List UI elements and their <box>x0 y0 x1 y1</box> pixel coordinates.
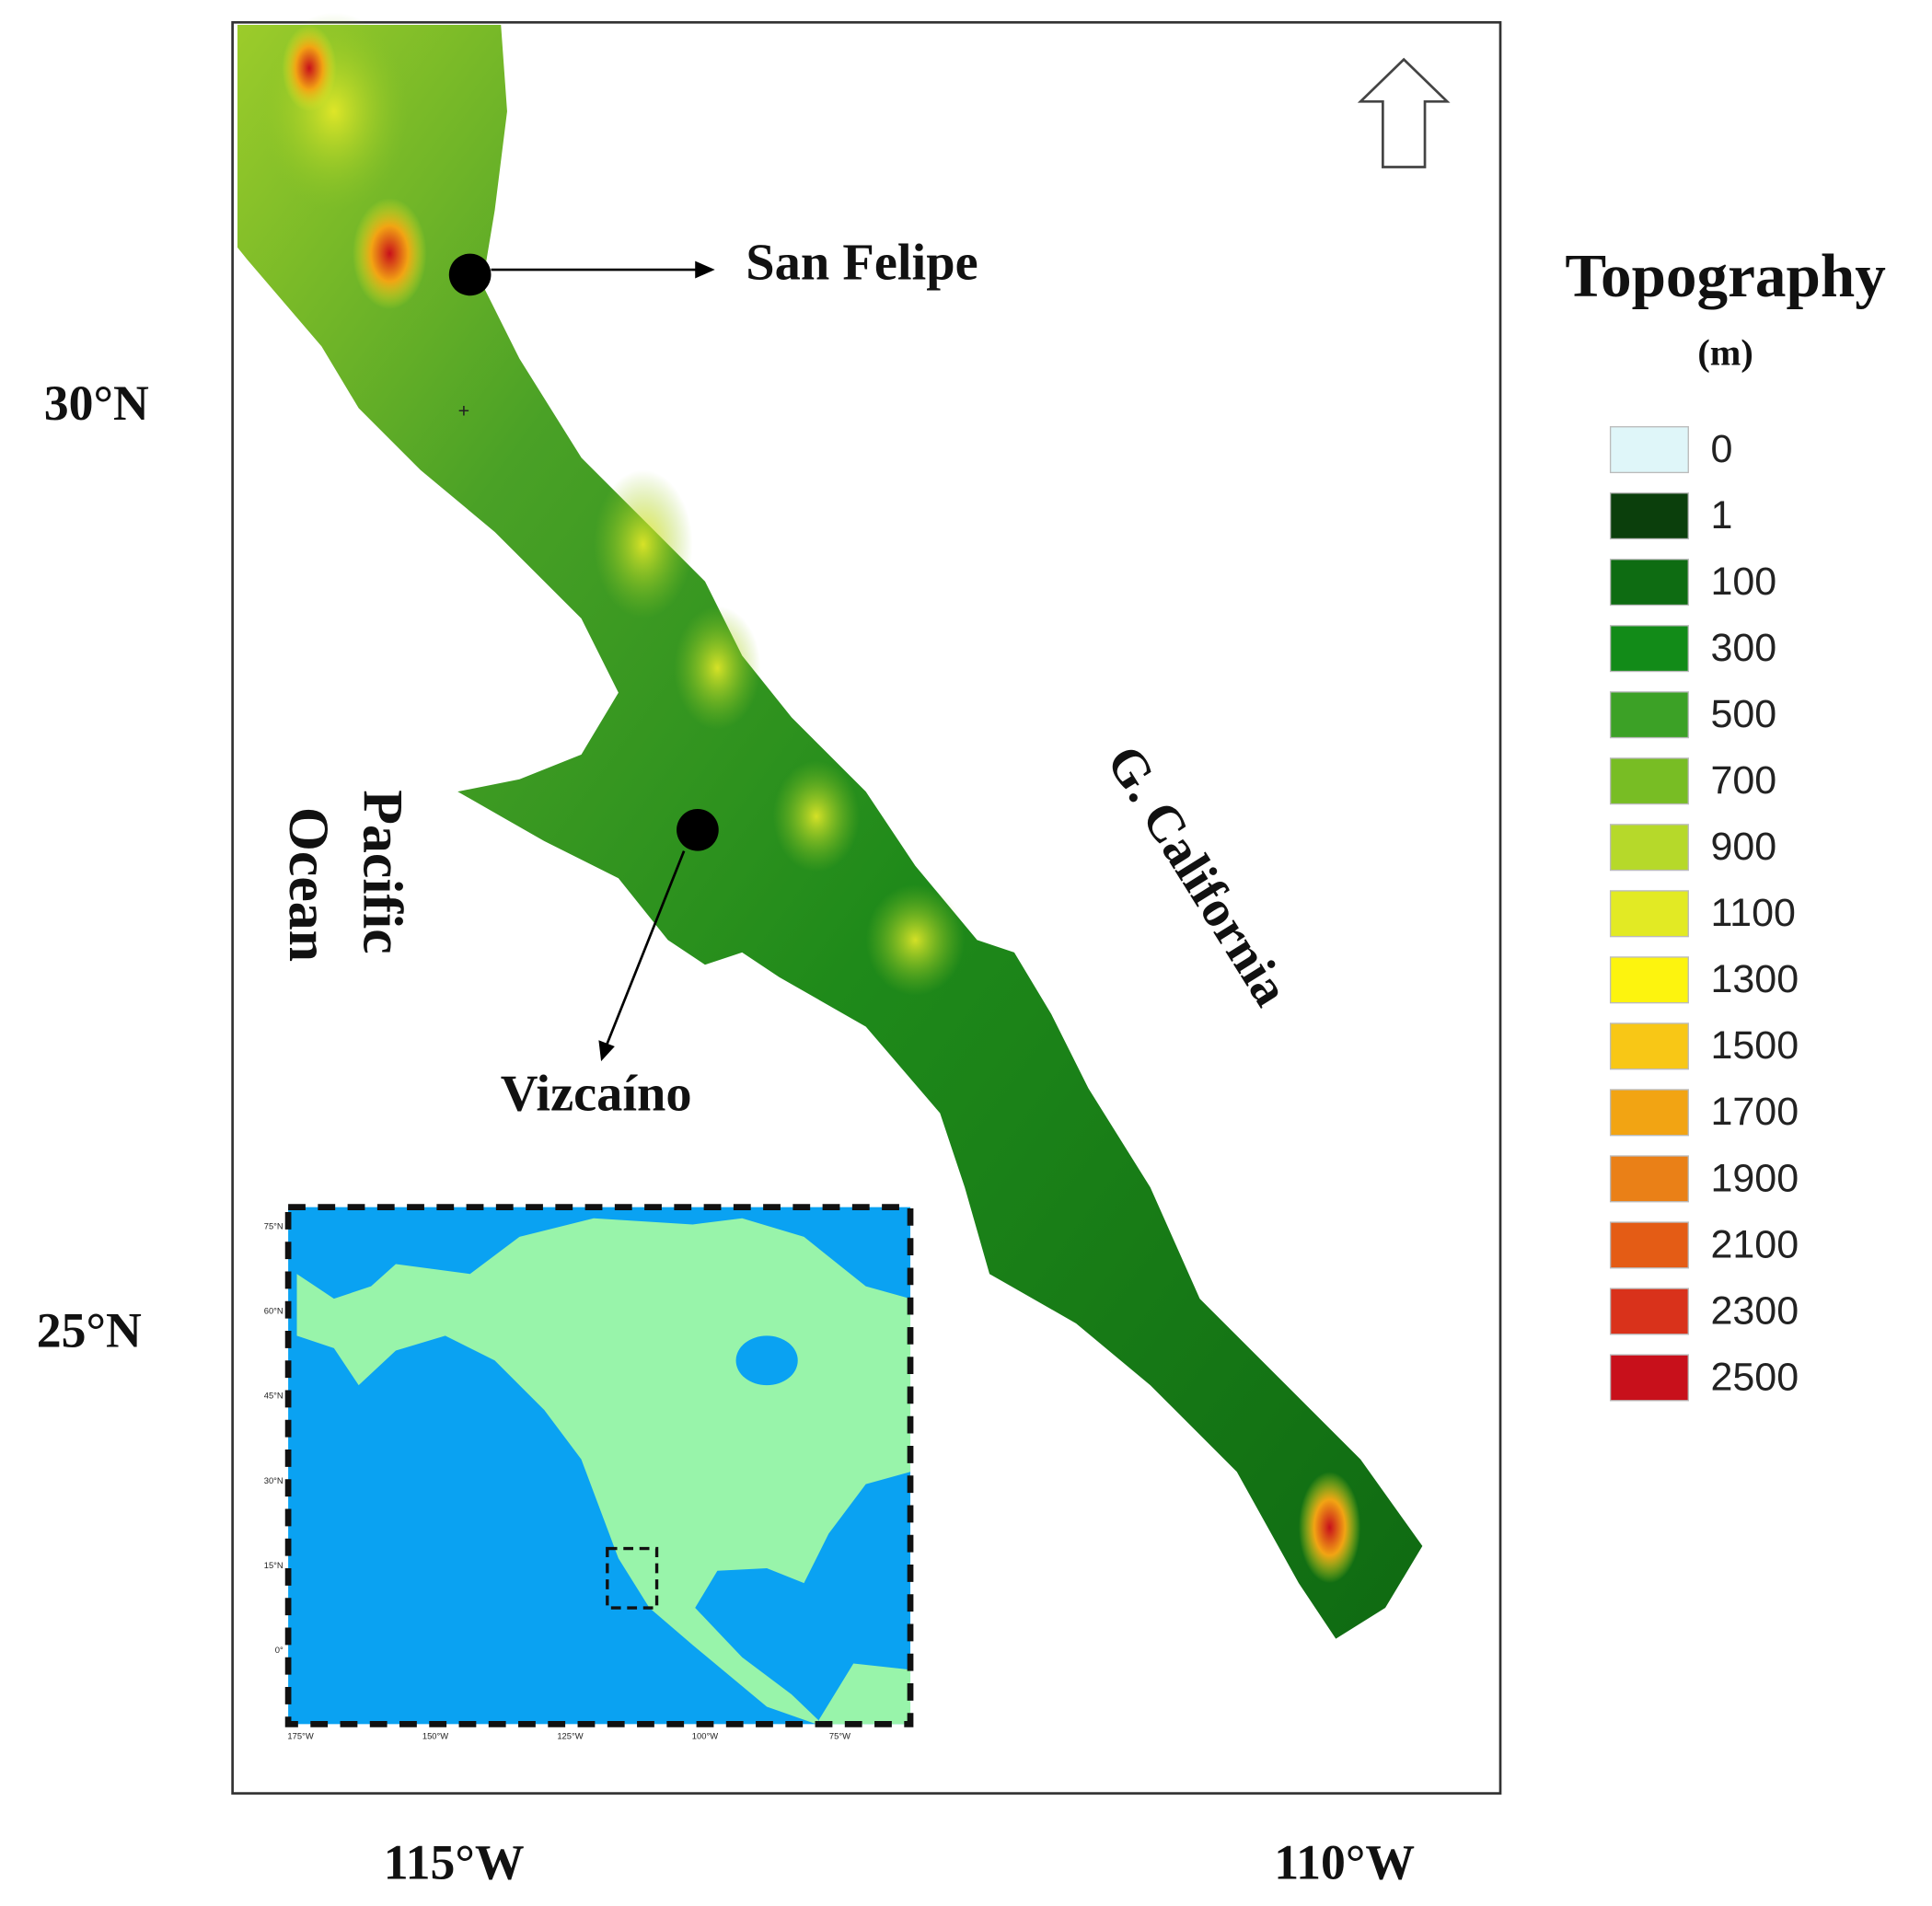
highland <box>674 606 761 730</box>
north-arrow <box>1357 57 1451 168</box>
legend-label: 1700 <box>1710 1090 1799 1134</box>
legend-label: 2500 <box>1710 1355 1799 1399</box>
inset-lat-label: 15°N <box>264 1560 283 1570</box>
inset-lat-label: 75°N <box>264 1221 283 1231</box>
legend-swatch <box>1609 1288 1689 1335</box>
legend-swatch <box>1609 559 1689 606</box>
legend-swatch <box>1609 1022 1689 1070</box>
inset-lat-label: 60°N <box>264 1306 283 1316</box>
inset-lon-label: 125°W <box>557 1730 583 1740</box>
lat-label: 25°N <box>37 1303 142 1358</box>
legend-title: Topography <box>1565 241 1885 310</box>
place-label: Vizcaíno <box>501 1065 692 1122</box>
legend-label: 2300 <box>1710 1288 1799 1333</box>
lat-label: 30°N <box>44 375 149 431</box>
legend-label: 500 <box>1710 692 1776 736</box>
legend-swatch <box>1609 824 1689 872</box>
legend-label: 1 <box>1710 493 1732 537</box>
inset-map <box>284 1204 914 1727</box>
inset-lon-label: 150°W <box>422 1730 448 1740</box>
legend-swatch <box>1609 956 1689 1004</box>
legend-swatch <box>1609 426 1689 474</box>
inset-lat-label: 0° <box>275 1645 283 1655</box>
legend-label: 700 <box>1710 758 1776 803</box>
inset-lon-label: 100°W <box>692 1730 718 1740</box>
highland <box>260 12 409 211</box>
peak <box>282 24 337 112</box>
site-marker <box>677 808 719 851</box>
inset-border <box>284 1204 914 1727</box>
legend-swatch <box>1609 1354 1689 1402</box>
lon-label: 110°W <box>1274 1835 1415 1890</box>
legend-label: 1100 <box>1710 891 1795 935</box>
legend-unit: (m) <box>1697 331 1753 373</box>
lon-label: 115°W <box>384 1835 525 1890</box>
ocean-label: Ocean <box>277 807 340 962</box>
inset-lat-label: 30°N <box>264 1475 283 1485</box>
legend-label: 2100 <box>1710 1222 1799 1266</box>
legend-label: 1900 <box>1710 1156 1799 1200</box>
inset-lat-label: 45°N <box>264 1391 283 1401</box>
legend-swatch <box>1609 1089 1689 1137</box>
highland <box>594 469 693 619</box>
highland <box>772 760 860 872</box>
legend-label: 300 <box>1710 626 1776 670</box>
ocean-label: Pacific <box>352 790 414 953</box>
legend-swatch <box>1609 691 1689 739</box>
legend-swatch <box>1609 625 1689 673</box>
legend-swatch <box>1609 890 1689 938</box>
pointer-arrow <box>605 850 686 1047</box>
arrow-head <box>598 1040 615 1062</box>
legend-swatch <box>1609 1155 1689 1203</box>
legend-label: 100 <box>1710 560 1776 604</box>
legend-label: 1500 <box>1710 1023 1799 1068</box>
legend-label: 0 <box>1710 427 1732 471</box>
legend-swatch <box>1609 492 1689 540</box>
legend-label: 900 <box>1710 825 1776 869</box>
legend-swatch <box>1609 1221 1689 1269</box>
place-label: San Felipe <box>746 234 978 291</box>
legend-label: 1300 <box>1710 957 1799 1001</box>
highland <box>865 884 966 996</box>
inset-lon-label: 175°W <box>287 1730 313 1740</box>
inset-lon-label: 75°W <box>829 1730 850 1740</box>
grid-cross: + <box>458 399 470 422</box>
peak <box>352 198 427 310</box>
inset-bay <box>735 1335 798 1386</box>
arrow-head <box>695 260 715 279</box>
legend-swatch <box>1609 757 1689 805</box>
site-marker <box>448 253 492 296</box>
peak <box>1298 1472 1361 1584</box>
study-area-box <box>606 1546 659 1610</box>
